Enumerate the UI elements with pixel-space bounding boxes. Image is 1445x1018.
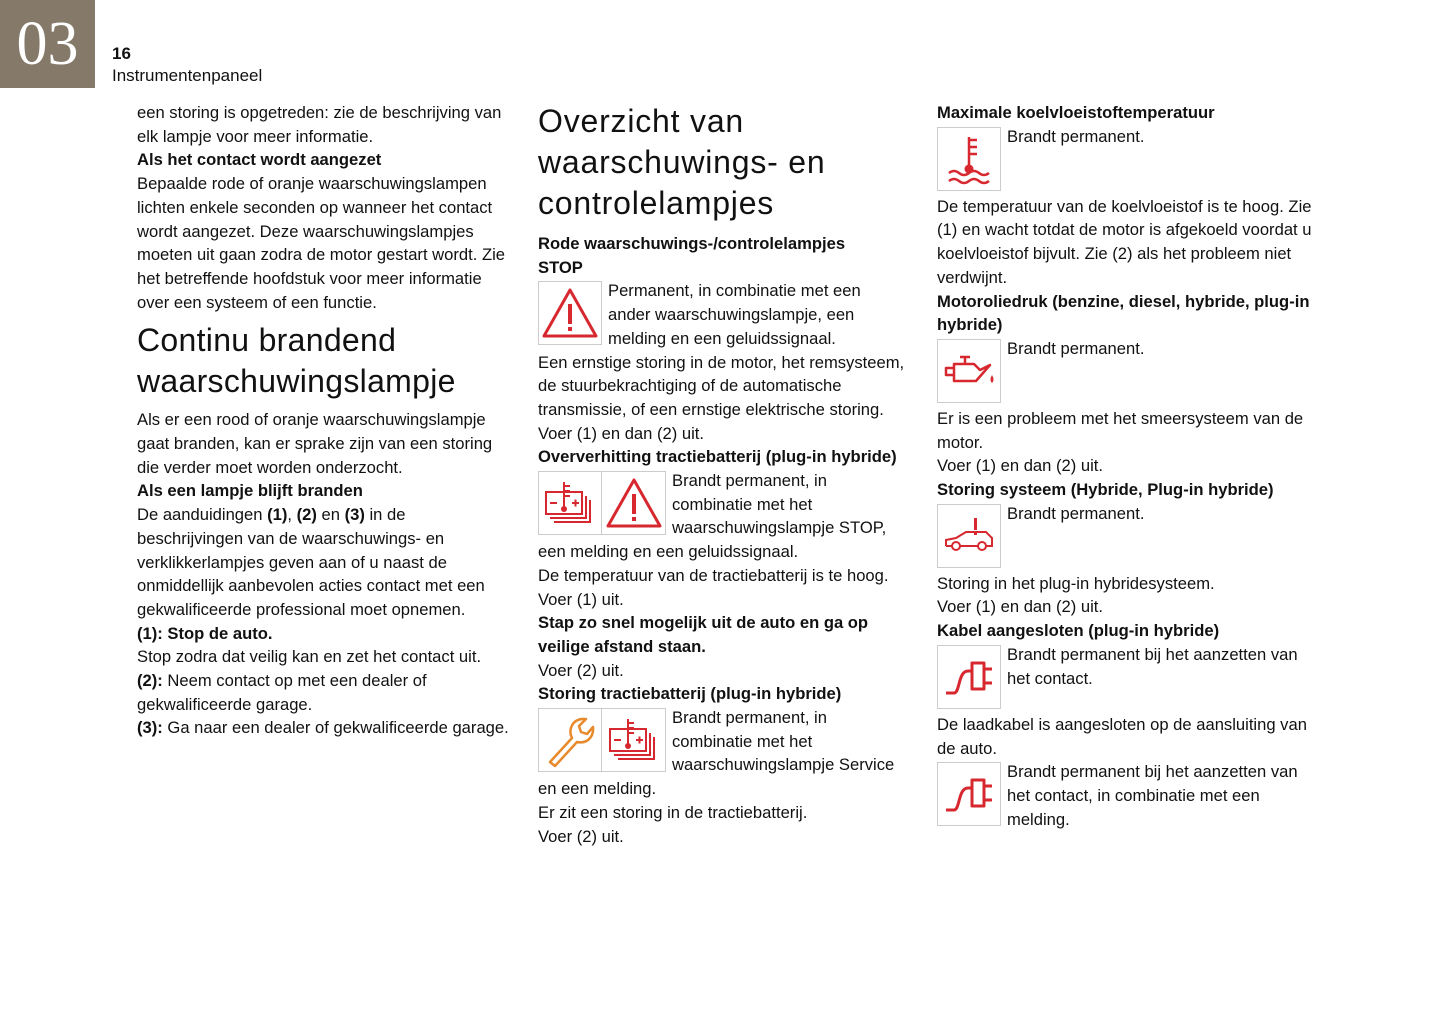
paragraph: De temperatuur van de tractiebatterij is… <box>538 565 889 585</box>
paragraph: Er is een probleem met het smeersysteem … <box>937 408 1304 452</box>
charging-cable-icon <box>937 762 1001 827</box>
wrench-service-icon <box>538 708 602 773</box>
subheading: Kabel aangesloten (plug-in hybride) <box>937 621 1220 641</box>
subheading: STOP <box>538 257 583 277</box>
section-title: Instrumentenpaneel <box>112 66 263 85</box>
paragraph: Brandt permanent. <box>1007 503 1145 523</box>
subheading: Storing tractiebatterij (plug-in hybride… <box>538 684 842 704</box>
paragraph: De laadkabel is aangesloten op de aanslu… <box>937 714 1307 758</box>
paragraph: Een ernstige storing in de motor, het re… <box>538 352 905 419</box>
paragraph: Permanent, in combinatie met een ander w… <box>608 281 861 348</box>
paragraph: Er zit een storing in de tractiebatterij… <box>538 802 808 822</box>
oil-pressure-icon <box>937 338 1001 403</box>
paragraph: Storing in het plug-in hybridesysteem. <box>937 573 1215 593</box>
paragraph: Brandt permanent. <box>1007 126 1145 146</box>
paragraph: Brandt permanent, in combinatie met het … <box>538 471 887 562</box>
paragraph: Stop zodra dat veilig kan en zet het con… <box>137 647 482 667</box>
paragraph: Voer (1) en dan (2) uit. <box>538 423 705 443</box>
paragraph: Voer (1) en dan (2) uit. <box>937 456 1104 476</box>
paragraph: De temperatuur van de koelvloeistof is t… <box>937 196 1312 287</box>
charging-cable-icon <box>937 644 1001 709</box>
battery-temperature-icon <box>602 708 666 773</box>
paragraph: Als er een rood of oranje waarschuwingsl… <box>137 410 493 477</box>
subheading: Maximale koelvloeistoftemperatuur <box>937 103 1215 122</box>
subheading: Oververhitting tractiebatterij (plug-in … <box>538 447 897 467</box>
stop-warning-icon <box>602 471 666 536</box>
subheading: Als een lampje blijft branden <box>137 481 363 501</box>
page-number: 16 <box>112 44 131 63</box>
subheading: Storing systeem (Hybride, Plug-in hybrid… <box>937 480 1274 500</box>
paragraph: een storing is opgetreden: zie de beschr… <box>137 103 502 146</box>
paragraph: Brandt permanent bij het aanzetten van h… <box>1007 762 1298 829</box>
column-2: Overzicht van waarschuwings- en controle… <box>538 101 906 848</box>
step-3: (3): Ga naar een dealer of gekwalificeer… <box>137 718 509 738</box>
paragraph: Brandt permanent, in combinatie met het … <box>538 708 895 799</box>
paragraph: Brandt permanent bij het aanzetten van h… <box>1007 644 1298 688</box>
subheading: Als het contact wordt aangezet <box>137 150 382 170</box>
paragraph: Voer (1) en dan (2) uit. <box>937 597 1104 617</box>
subheading: Rode waarschuwings-/controlelampjes <box>538 234 846 253</box>
coolant-temperature-icon <box>937 126 1001 191</box>
hybrid-system-fault-icon <box>937 503 1001 568</box>
chapter-number: 03 <box>0 0 95 88</box>
paragraph: Voer (1) uit. <box>538 589 624 609</box>
step-2: (2): Neem contact op met een dealer of g… <box>137 671 427 714</box>
column-3: Maximale koelvloeistoftemperatuur Brandt… <box>937 101 1312 831</box>
paragraph: Brandt permanent. <box>1007 338 1145 358</box>
section-heading: Continu brandend waarschuwingslampje <box>137 322 456 400</box>
step-1: (1): Stop de auto. <box>137 623 273 643</box>
paragraph: De aanduidingen (1), (2) en (3) in de be… <box>137 505 485 619</box>
paragraph: Voer (2) uit. <box>538 826 624 846</box>
column-1: een storing is opgetreden: zie de beschr… <box>137 101 509 740</box>
paragraph: Voer (2) uit. <box>538 660 624 680</box>
section-heading: Overzicht van waarschuwings- en controle… <box>538 103 826 221</box>
stop-warning-icon <box>538 281 602 346</box>
paragraph: Bepaalde rode of oranje waarschuwingslam… <box>137 174 506 312</box>
battery-temperature-icon <box>538 471 602 536</box>
subheading: Motoroliedruk (benzine, diesel, hybride,… <box>937 291 1310 335</box>
paragraph: Stap zo snel mogelijk uit de auto en ga … <box>538 613 869 656</box>
